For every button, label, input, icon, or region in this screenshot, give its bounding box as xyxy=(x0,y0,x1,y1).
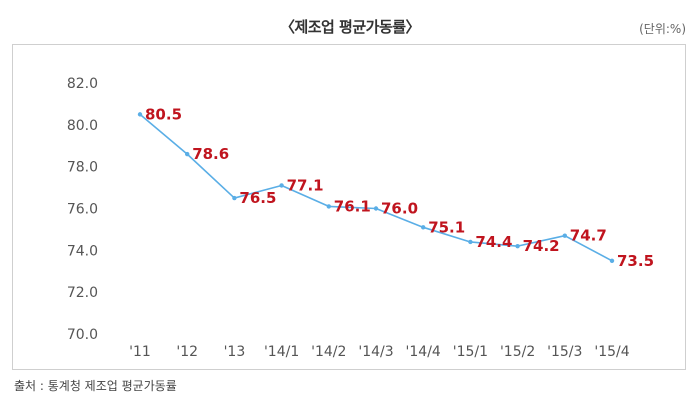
data-label: 76.5 xyxy=(239,189,276,207)
data-point xyxy=(373,206,379,211)
x-tick-label: '13 xyxy=(224,344,246,360)
x-tick-label: '14/4 xyxy=(406,344,441,360)
x-tick-label: '15/3 xyxy=(547,344,582,360)
data-point xyxy=(232,195,237,201)
data-label: 76.0 xyxy=(381,200,418,218)
data-point xyxy=(421,225,426,230)
y-tick-label: 78.0 xyxy=(67,160,98,176)
x-tick-label: '14/3 xyxy=(358,344,393,360)
y-tick-label: 82.0 xyxy=(67,76,98,92)
data-labels: 80.5 78.6 76.5 77.1 76.1 76.0 75.1 74.4 74.2 74.7… xyxy=(145,105,654,269)
data-point xyxy=(185,151,190,157)
data-label: 77.1 xyxy=(287,176,324,194)
y-tick-label: 76.0 xyxy=(67,202,98,218)
y-tick-label: 70.0 xyxy=(67,327,98,343)
x-tick-label: '11 xyxy=(129,344,151,360)
y-tick-label: 72.0 xyxy=(67,285,98,301)
data-point xyxy=(279,183,284,188)
data-label: 75.1 xyxy=(428,218,465,236)
data-point xyxy=(468,239,473,245)
data-point xyxy=(562,233,567,238)
x-tick-label: '15/1 xyxy=(453,344,488,360)
data-point xyxy=(609,258,615,263)
data-point xyxy=(137,112,143,117)
series-line xyxy=(137,112,615,263)
data-label: 73.5 xyxy=(617,252,654,270)
data-label: 74.4 xyxy=(475,233,512,251)
data-point xyxy=(515,243,520,249)
x-tick-label: '15/2 xyxy=(500,344,535,360)
x-tick-label: '15/4 xyxy=(594,344,629,360)
unit-label: (단위:%) xyxy=(639,22,686,36)
source-note: 출처 : 통계청 제조업 평균가동률 xyxy=(14,379,177,393)
data-label: 76.1 xyxy=(334,197,371,215)
data-point xyxy=(326,204,331,209)
data-label: 74.7 xyxy=(570,227,607,245)
y-tick-label: 80.0 xyxy=(67,118,98,134)
y-axis: 70.0 72.0 74.0 76.0 78.0 80.0 82.0 xyxy=(67,76,98,343)
x-tick-label: '14/2 xyxy=(311,344,346,360)
data-label: 78.6 xyxy=(192,145,229,163)
x-axis: '11 '12 '13 '14/1 '14/2 '14/3 '14/4 '15/1 '15/2 '… xyxy=(129,344,630,360)
chart-title: 〈제조업 평균가동률〉 xyxy=(279,18,421,36)
y-tick-label: 74.0 xyxy=(67,243,98,259)
data-label: 80.5 xyxy=(145,105,182,123)
x-tick-label: '12 xyxy=(176,344,198,360)
data-label: 74.2 xyxy=(523,237,560,255)
x-tick-label: '14/1 xyxy=(264,344,299,360)
